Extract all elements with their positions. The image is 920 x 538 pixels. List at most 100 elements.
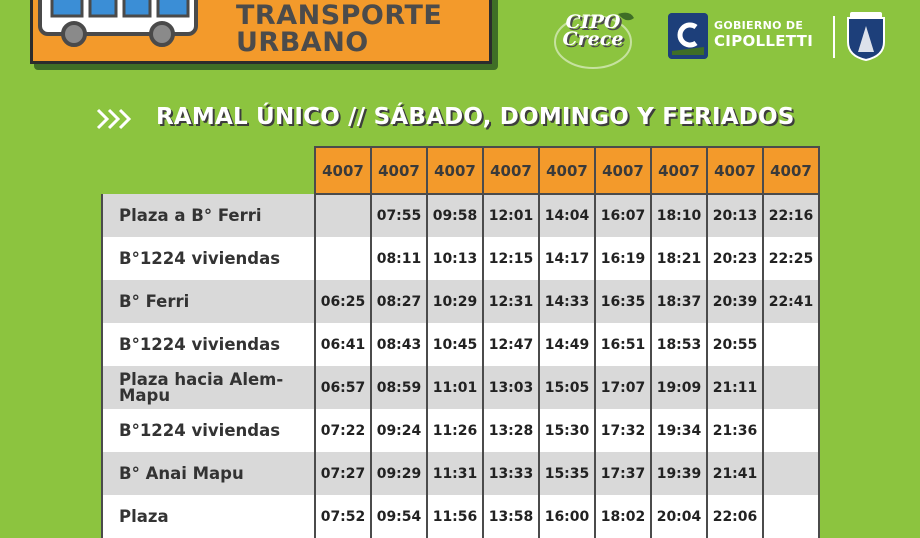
line-number-header: 4007 — [594, 146, 652, 195]
line-number-header: 4007 — [538, 146, 596, 195]
time-cell: 09:24 — [370, 409, 427, 452]
time-cell: 18:02 — [594, 495, 651, 538]
title-line-1: TRANSPORTE — [236, 0, 443, 31]
stop-name: Plaza hacia Alem-Mapu — [101, 366, 315, 409]
time-cell — [762, 452, 820, 495]
line-number-header: 4007 — [482, 146, 540, 195]
time-cell: 11:01 — [426, 366, 483, 409]
table-row: Plaza hacia Alem-Mapu 06:57 08:59 11:01 … — [101, 366, 820, 409]
line-number-header: 4007 — [706, 146, 764, 195]
table-row: B°1224 viviendas 08:11 10:13 12:15 14:17… — [101, 237, 820, 280]
time-cell: 11:26 — [426, 409, 483, 452]
cipo-crece-logo — [554, 12, 634, 69]
time-cell: 15:05 — [538, 366, 595, 409]
title-line-2: URBANO — [236, 27, 369, 58]
stop-name: Plaza — [101, 495, 315, 538]
time-cell: 20:39 — [706, 280, 763, 323]
time-cell: 13:58 — [482, 495, 539, 538]
time-cell: 20:13 — [706, 194, 763, 237]
time-cell: 20:23 — [706, 237, 763, 280]
time-cell: 10:45 — [426, 323, 483, 366]
time-cell: 16:51 — [594, 323, 651, 366]
stop-name: B°1224 viviendas — [101, 237, 315, 280]
time-cell — [762, 366, 820, 409]
time-cell: 16:00 — [538, 495, 595, 538]
line-number-header: 4007 — [762, 146, 820, 195]
time-cell: 11:56 — [426, 495, 483, 538]
time-cell: 10:29 — [426, 280, 483, 323]
time-cell: 10:13 — [426, 237, 483, 280]
time-cell: 18:53 — [650, 323, 707, 366]
gobierno-line-2: CIPOLLETTI — [714, 32, 814, 50]
bus-icon — [38, 0, 198, 47]
header-row: 4007 4007 4007 4007 4007 4007 4007 4007 … — [102, 146, 820, 195]
time-cell: 09:54 — [370, 495, 427, 538]
line-number-header: 4007 — [426, 146, 484, 195]
time-cell: 14:04 — [538, 194, 595, 237]
time-cell — [762, 409, 820, 452]
time-cell: 12:47 — [482, 323, 539, 366]
schedule-table: 4007 4007 4007 4007 4007 4007 4007 4007 … — [101, 146, 820, 538]
time-cell — [762, 495, 820, 538]
gobierno-logo-text: GOBIERNO DE CIPOLLETTI — [714, 19, 814, 51]
stop-name: Plaza a B° Ferri — [101, 194, 315, 237]
time-cell: 06:57 — [314, 366, 371, 409]
time-cell: 16:35 — [594, 280, 651, 323]
time-cell: 14:49 — [538, 323, 595, 366]
line-number-header: 4007 — [650, 146, 708, 195]
time-cell — [762, 323, 820, 366]
schedule-table-wrap: 4007 4007 4007 4007 4007 4007 4007 4007 … — [101, 146, 820, 538]
time-cell: 09:58 — [426, 194, 483, 237]
table-row: B° Anai Mapu 07:27 09:29 11:31 13:33 15:… — [101, 452, 820, 495]
time-cell: 21:36 — [706, 409, 763, 452]
time-cell — [314, 237, 371, 280]
time-cell: 16:19 — [594, 237, 651, 280]
time-cell: 07:27 — [314, 452, 371, 495]
time-cell: 09:29 — [370, 452, 427, 495]
time-cell: 08:59 — [370, 366, 427, 409]
time-cell: 12:15 — [482, 237, 539, 280]
time-cell: 21:41 — [706, 452, 763, 495]
crece-label: Crece — [562, 28, 624, 50]
time-cell: 11:31 — [426, 452, 483, 495]
time-cell: 19:09 — [650, 366, 707, 409]
line-number-header: 4007 — [314, 146, 372, 195]
time-cell: 15:30 — [538, 409, 595, 452]
time-cell: 07:22 — [314, 409, 371, 452]
time-cell: 13:33 — [482, 452, 539, 495]
table-row: B°1224 viviendas 06:41 08:43 10:45 12:47… — [101, 323, 820, 366]
time-cell: 18:10 — [650, 194, 707, 237]
time-cell: 18:21 — [650, 237, 707, 280]
time-cell: 12:01 — [482, 194, 539, 237]
table-row: Plaza 07:52 09:54 11:56 13:58 16:00 18:0… — [101, 495, 820, 538]
time-cell: 20:04 — [650, 495, 707, 538]
time-cell: 06:41 — [314, 323, 371, 366]
table-row: Plaza a B° Ferri 07:55 09:58 12:01 14:04… — [101, 194, 820, 237]
stop-name: B° Ferri — [101, 280, 315, 323]
header-blank — [102, 147, 315, 194]
time-cell: 08:27 — [370, 280, 427, 323]
time-cell: 13:28 — [482, 409, 539, 452]
time-cell: 13:03 — [482, 366, 539, 409]
line-number-header: 4007 — [370, 146, 428, 195]
time-cell: 08:43 — [370, 323, 427, 366]
time-cell: 06:25 — [314, 280, 371, 323]
gobierno-logo-icon — [668, 13, 708, 59]
table-row: B°1224 viviendas 07:22 09:24 11:26 13:28… — [101, 409, 820, 452]
time-cell: 22:25 — [762, 237, 820, 280]
gobierno-line-1: GOBIERNO DE — [714, 19, 804, 32]
time-cell: 07:52 — [314, 495, 371, 538]
city-seal-icon — [847, 12, 885, 62]
time-cell — [314, 194, 371, 237]
time-cell: 22:41 — [762, 280, 820, 323]
time-cell: 15:35 — [538, 452, 595, 495]
time-cell: 17:32 — [594, 409, 651, 452]
route-subtitle: RAMAL ÚNICO // SÁBADO, DOMINGO Y FERIADO… — [156, 104, 795, 130]
time-cell: 20:55 — [706, 323, 763, 366]
time-cell: 12:31 — [482, 280, 539, 323]
time-cell: 19:34 — [650, 409, 707, 452]
time-cell: 07:55 — [370, 194, 427, 237]
cipo-label: CIPO — [565, 11, 621, 33]
stop-name: B° Anai Mapu — [101, 452, 315, 495]
time-cell: 17:37 — [594, 452, 651, 495]
